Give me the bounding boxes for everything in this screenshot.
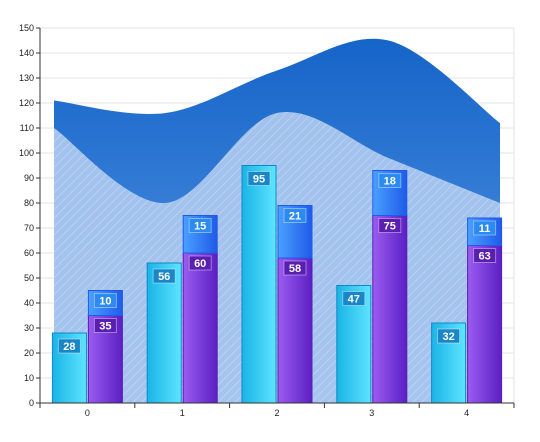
label-stack-high-4: 11	[473, 220, 497, 236]
axes-layer: 0 10 20 30 40 50 60 70 80 90 100 110 120 130 140 150 0 1 2…	[19, 23, 515, 418]
x-tick-label-3: 3	[369, 408, 374, 418]
y-tick-label-130: 130	[19, 73, 34, 83]
label-stack-low-3-bg	[378, 218, 402, 233]
label-stack-low-4-text: 63	[478, 251, 490, 263]
y-tick-label-70: 70	[24, 223, 34, 233]
label-a-0-bg	[57, 338, 81, 354]
y-tick-label-20: 20	[24, 348, 34, 358]
bar-stack-low-4	[467, 245, 503, 404]
label-stack-low-0: 35	[93, 318, 117, 333]
x-tick-label-1: 1	[180, 408, 185, 418]
y-tick-label-40: 40	[24, 298, 34, 308]
label-stack-low-4: 63	[473, 248, 497, 263]
label-a-1-bg	[152, 268, 176, 284]
label-stack-low-0-bg	[93, 318, 117, 333]
label-stack-high-0-bg	[93, 293, 117, 308]
y-tick-label-60: 60	[24, 248, 34, 258]
x-tick-label-4: 4	[464, 408, 469, 418]
label-stack-low-0-text: 35	[99, 321, 111, 333]
label-stack-low-1-text: 60	[194, 258, 206, 270]
label-stack-low-2: 58	[283, 260, 307, 276]
label-stack-high-2-bg	[283, 208, 307, 223]
label-stack-high-3-text: 18	[384, 176, 396, 188]
y-tick-label-100: 100	[19, 148, 34, 158]
bar-stack-low-1	[182, 252, 218, 404]
label-stack-low-4-bg	[473, 248, 497, 263]
label-stack-high-2-text: 21	[289, 211, 301, 223]
y-tick-label-90: 90	[24, 173, 34, 183]
label-stack-high-4-text: 11	[479, 223, 491, 235]
y-tick-label-80: 80	[24, 198, 34, 208]
label-stack-low-1-bg	[188, 255, 212, 271]
x-tick-label-2: 2	[274, 408, 279, 418]
y-tick-label-110: 110	[20, 123, 34, 133]
label-a-0: 28	[57, 338, 81, 354]
bar-a-2	[241, 165, 277, 404]
label-stack-low-1: 60	[188, 255, 212, 271]
bar-stack-low-2	[277, 257, 313, 404]
label-stack-high-4-bg	[473, 220, 497, 236]
label-stack-low-2-bg	[283, 260, 307, 276]
label-stack-high-1-bg	[188, 218, 212, 233]
label-stack-high-3-bg	[378, 173, 402, 188]
x-tick-label-0: 0	[85, 408, 90, 418]
label-a-4-bg	[437, 328, 461, 344]
label-a-2-bg	[247, 171, 271, 186]
label-stack-low-3: 75	[378, 218, 402, 233]
label-a-3: 47	[342, 291, 366, 306]
y-tick-label-0: 0	[29, 398, 34, 408]
label-a-2-text: 95	[253, 174, 265, 186]
label-a-1: 56	[152, 268, 176, 284]
y-tick-label-30: 30	[24, 323, 34, 333]
y-tick-label-120: 120	[19, 98, 34, 108]
label-a-2: 95	[247, 171, 271, 186]
label-a-1-text: 56	[158, 271, 170, 283]
bar-stack-low-3	[372, 215, 408, 404]
label-stack-high-1: 15	[188, 218, 212, 233]
y-tick-label-50: 50	[24, 273, 34, 283]
label-stack-low-3-text: 75	[384, 221, 396, 233]
label-stack-high-0-text: 10	[99, 296, 111, 308]
y-tick-label-140: 140	[19, 48, 34, 58]
label-a-3-text: 47	[348, 294, 360, 306]
label-a-3-bg	[342, 291, 366, 306]
y-tick-label-10: 10	[24, 373, 34, 383]
label-a-4: 32	[437, 328, 461, 344]
label-stack-high-1-text: 15	[194, 221, 206, 233]
label-a-0-text: 28	[63, 341, 75, 353]
label-a-4-text: 32	[442, 331, 454, 343]
label-stack-high-3: 18	[378, 173, 402, 188]
label-stack-high-0: 10	[93, 293, 117, 308]
label-stack-high-2: 21	[283, 208, 307, 223]
label-stack-low-2-text: 58	[289, 263, 301, 275]
bar-a-1	[146, 262, 182, 404]
y-tick-label-150: 150	[19, 23, 34, 33]
data-label-layer: 28 35 10 56 60 15 95 58 21 47 75 18 32 63 11	[57, 171, 497, 354]
